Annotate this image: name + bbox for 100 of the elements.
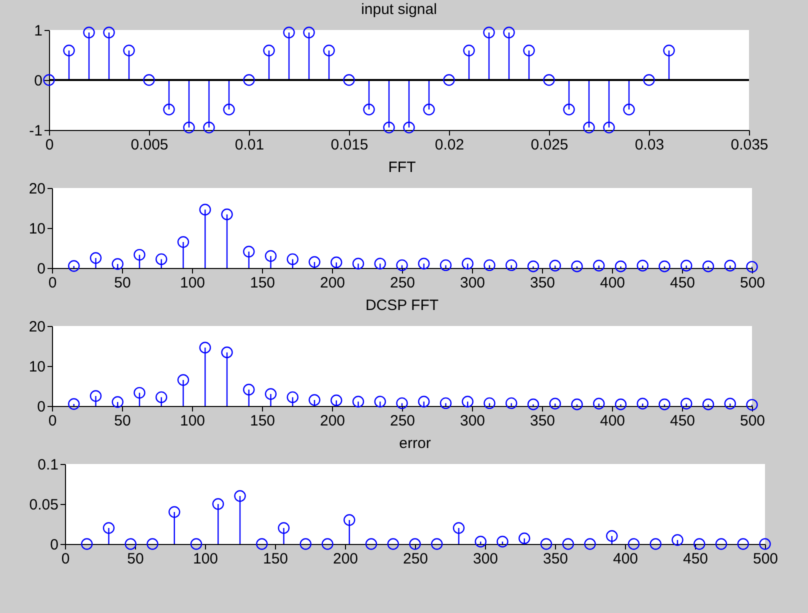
point bbox=[163, 104, 175, 116]
x-tick-label: 0.03 bbox=[634, 136, 664, 154]
x-tick-label: 500 bbox=[740, 274, 766, 292]
point bbox=[418, 258, 430, 270]
point bbox=[112, 396, 124, 408]
point bbox=[63, 44, 75, 56]
point bbox=[623, 104, 635, 116]
point bbox=[571, 260, 583, 272]
point bbox=[694, 538, 706, 550]
point bbox=[308, 394, 320, 406]
point bbox=[263, 44, 275, 56]
x-tick-label: 450 bbox=[682, 550, 708, 568]
point bbox=[352, 258, 364, 270]
x-tick-label: 0 bbox=[61, 550, 70, 568]
point bbox=[746, 398, 758, 411]
x-tick-label: 0.01 bbox=[234, 136, 264, 154]
x-tick-label: 300 bbox=[460, 274, 486, 292]
point bbox=[584, 538, 596, 550]
point bbox=[463, 44, 475, 56]
point bbox=[330, 394, 342, 406]
point bbox=[352, 396, 364, 408]
x-tick-label: 400 bbox=[600, 274, 626, 292]
y-tick-label: 0.05 bbox=[29, 496, 58, 514]
y-tick-label: 20 bbox=[28, 318, 46, 336]
point bbox=[680, 398, 692, 410]
point bbox=[383, 122, 395, 134]
point bbox=[724, 260, 736, 272]
point bbox=[503, 26, 515, 38]
point bbox=[672, 534, 684, 546]
point bbox=[543, 74, 555, 86]
point bbox=[527, 398, 540, 410]
x-tick-label: 0.035 bbox=[730, 136, 768, 154]
point bbox=[177, 236, 190, 248]
point bbox=[387, 538, 399, 550]
point bbox=[256, 538, 268, 550]
point bbox=[403, 122, 415, 134]
point bbox=[243, 384, 255, 396]
x-tick-label: 150 bbox=[250, 274, 276, 292]
point bbox=[303, 26, 315, 38]
point bbox=[396, 259, 408, 272]
point bbox=[484, 397, 496, 410]
point bbox=[112, 258, 124, 270]
point bbox=[614, 260, 627, 272]
point bbox=[308, 256, 320, 268]
y-tick-label: 0.1 bbox=[38, 456, 58, 474]
point bbox=[663, 44, 675, 56]
x-tick-label: 150 bbox=[250, 412, 276, 430]
point bbox=[474, 536, 486, 548]
point bbox=[496, 536, 508, 548]
point bbox=[702, 398, 714, 410]
x-tick-label: 0.02 bbox=[434, 136, 464, 154]
point bbox=[243, 246, 255, 258]
point bbox=[43, 74, 55, 86]
point bbox=[223, 104, 235, 116]
point bbox=[431, 538, 443, 550]
x-tick-label: 50 bbox=[127, 550, 144, 568]
point bbox=[737, 538, 749, 550]
point bbox=[423, 104, 435, 116]
x-tick-label: 100 bbox=[192, 550, 218, 568]
y-tick-label: 20 bbox=[28, 180, 46, 198]
point bbox=[300, 538, 312, 550]
point bbox=[68, 260, 80, 272]
point bbox=[143, 74, 155, 86]
x-tick-label: 100 bbox=[180, 274, 206, 292]
x-tick-label: 350 bbox=[530, 274, 556, 292]
point bbox=[190, 538, 202, 550]
point bbox=[680, 260, 692, 272]
x-tick-label: 100 bbox=[180, 412, 206, 430]
point bbox=[344, 514, 356, 526]
y-tick-label: 0 bbox=[37, 398, 46, 416]
point bbox=[606, 530, 618, 542]
x-tick-label: 500 bbox=[752, 550, 778, 568]
point bbox=[199, 342, 211, 354]
point bbox=[123, 44, 135, 56]
point bbox=[156, 253, 168, 266]
point bbox=[506, 259, 518, 272]
x-tick-label: 0.015 bbox=[330, 136, 368, 154]
point bbox=[563, 104, 575, 116]
point bbox=[322, 538, 334, 550]
y-tick-label: 1 bbox=[34, 22, 42, 40]
x-tick-label: 400 bbox=[600, 412, 626, 430]
point bbox=[614, 398, 627, 410]
point bbox=[506, 397, 518, 410]
point bbox=[365, 538, 378, 550]
point bbox=[452, 522, 465, 534]
point bbox=[440, 259, 452, 272]
point bbox=[199, 204, 211, 216]
point bbox=[702, 260, 714, 272]
point bbox=[90, 390, 102, 402]
point bbox=[168, 506, 180, 518]
chart-title: error bbox=[399, 435, 431, 452]
point bbox=[264, 388, 277, 400]
y-tick-label: 10 bbox=[28, 358, 46, 376]
point bbox=[212, 498, 224, 510]
x-tick-label: 200 bbox=[320, 412, 346, 430]
x-tick-label: 250 bbox=[390, 412, 416, 430]
chart-title: FFT bbox=[388, 159, 416, 176]
x-tick-label: 300 bbox=[460, 412, 486, 430]
point bbox=[650, 538, 662, 550]
x-tick-label: 250 bbox=[390, 274, 416, 292]
